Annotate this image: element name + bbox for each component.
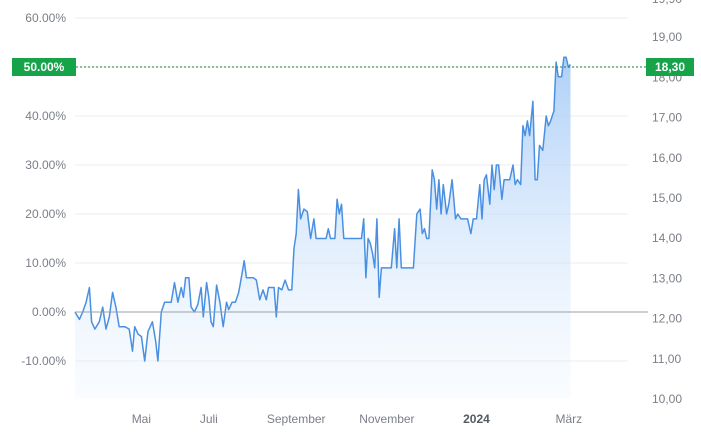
- left-tick-label: 30.00%: [25, 158, 66, 172]
- right-tick-label: 17,00: [652, 111, 682, 125]
- x-tick-label: 2024: [463, 412, 490, 426]
- left-tick-label: 20.00%: [25, 207, 66, 221]
- left-tick-label: 0.00%: [32, 305, 66, 319]
- right-axis: 19,9019,0018,0017,0016,0015,0014,0013,00…: [652, 0, 682, 406]
- left-reference-label: 50.00%: [24, 60, 65, 74]
- right-tick-label: 11,00: [652, 352, 681, 366]
- right-tick-label: 12,00: [652, 312, 682, 326]
- series-line: [74, 56, 572, 362]
- x-tick-label: September: [267, 412, 326, 426]
- right-reference-label: 18,30: [655, 60, 685, 74]
- reference-badges: 50.00% 18,30: [12, 58, 694, 76]
- right-tick-label: 14,00: [652, 231, 682, 245]
- series-area: [74, 56, 572, 398]
- right-tick-label: 19,00: [652, 30, 682, 44]
- right-tick-label: 13,00: [652, 271, 682, 285]
- area-fill: [75, 57, 571, 398]
- left-tick-label: -10.00%: [21, 354, 66, 368]
- right-tick-label: 15,00: [652, 191, 682, 205]
- x-tick-label: November: [359, 412, 414, 426]
- left-tick-label: 60.00%: [25, 11, 66, 25]
- x-tick-label: März: [555, 412, 582, 426]
- x-axis: Mai Juli September November 2024 März: [132, 412, 582, 426]
- right-tick-label: 10,00: [652, 392, 682, 406]
- right-tick-label: 16,00: [652, 151, 682, 165]
- right-tick-label-partial: 19,90: [652, 0, 682, 6]
- left-reference-badge: [12, 58, 76, 76]
- left-axis: 60.00% 40.00% 30.00% 20.00% 10.00% 0.00% -10.0…: [21, 11, 66, 368]
- x-tick-label: Juli: [200, 412, 218, 426]
- left-tick-label: 40.00%: [25, 109, 66, 123]
- right-reference-badge: [646, 58, 694, 76]
- left-tick-label: 10.00%: [25, 256, 66, 270]
- x-tick-label: Mai: [132, 412, 151, 426]
